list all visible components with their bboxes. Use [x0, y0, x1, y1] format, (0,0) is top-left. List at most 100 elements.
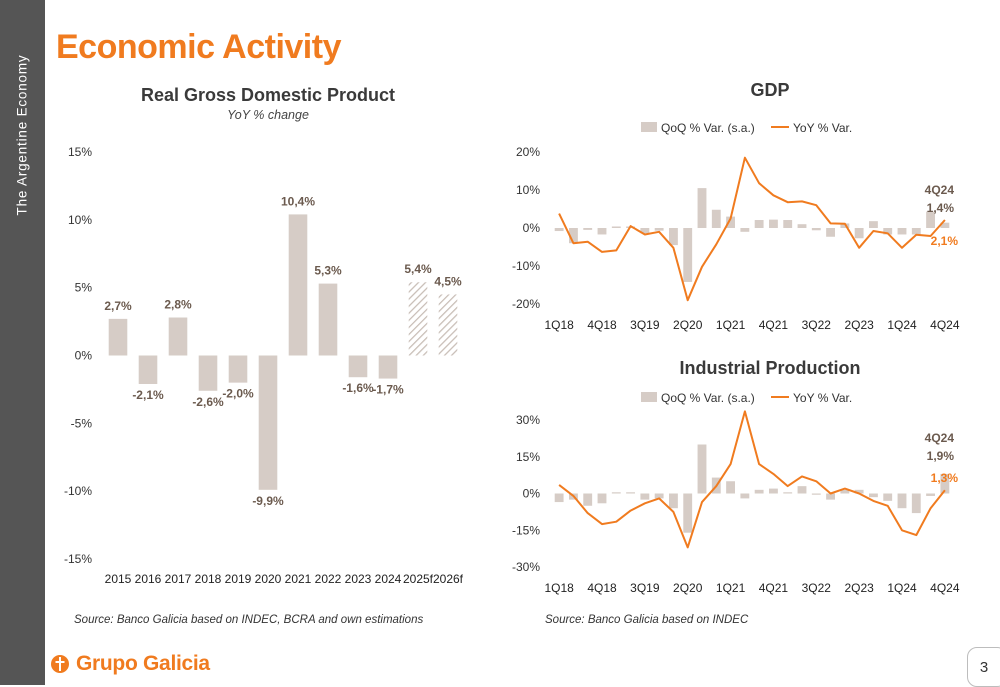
industrial-production-qoq-bar — [583, 493, 593, 506]
gdp-annual-y-tick: -15% — [64, 552, 92, 566]
gdp-annual-value-label: -2,6% — [192, 395, 224, 409]
gdp-annual-value-label: 2,7% — [104, 299, 132, 313]
gdp-annual-value-label: 5,4% — [404, 262, 432, 276]
industrial-production-y-tick: -30% — [512, 560, 540, 574]
page-title: Economic Activity — [56, 28, 341, 66]
gdp-quarterly-qoq-bar — [683, 228, 693, 282]
gdp-quarterly-qoq-bar — [583, 228, 593, 230]
gdp-annual-value-label: 2,8% — [164, 298, 192, 312]
industrial-production-qoq-bar — [883, 493, 893, 501]
industrial-production-x-tick: 2Q23 — [844, 581, 874, 595]
gdp-annual-bar — [288, 214, 308, 356]
industrial-production-legend-swatch-bar — [641, 392, 657, 402]
industrial-production-qoq-bar — [926, 493, 935, 496]
industrial-production-callout-qoq: 1,9% — [927, 449, 955, 463]
gdp-quarterly-legend-label-line: YoY % Var. — [793, 121, 852, 135]
sidebar: The Argentine Economy — [0, 0, 45, 685]
gdp-quarterly-callout-period: 4Q24 — [925, 183, 955, 197]
gdp-quarterly-legend-label-bar: QoQ % Var. (s.a.) — [661, 121, 755, 135]
gdp-quarterly-y-tick: 20% — [516, 145, 540, 159]
industrial-production-qoq-bar — [611, 492, 621, 494]
industrial-production-x-tick: 1Q21 — [716, 581, 746, 595]
gdp-quarterly-qoq-bar — [654, 228, 664, 231]
industrial-production-qoq-bar — [740, 493, 750, 499]
gdp-quarterly-legend-swatch-bar — [641, 122, 657, 132]
gdp-quarterly-x-tick: 1Q24 — [887, 318, 917, 332]
gdp-annual-y-tick: 5% — [75, 281, 93, 295]
gdp-quarterly-qoq-bar — [711, 209, 721, 228]
gdp-quarterly-title: GDP — [750, 80, 790, 100]
industrial-production-x-tick: 1Q24 — [887, 581, 917, 595]
gdp-annual-value-label: -1,6% — [342, 381, 374, 395]
gdp-quarterly-qoq-bar — [726, 216, 735, 228]
logo-text: Grupo Galicia — [76, 652, 210, 675]
gdp-quarterly-x-tick: 2Q20 — [673, 318, 703, 332]
industrial-production-x-tick: 4Q21 — [759, 581, 789, 595]
gdp-quarterly-x-tick: 4Q24 — [930, 318, 960, 332]
industrial-production-qoq-bar — [769, 488, 778, 494]
industrial-production-qoq-bar — [911, 493, 921, 514]
gdp-quarterly-qoq-bar — [940, 222, 950, 228]
gdp-annual-x-tick: 2026f — [433, 572, 464, 586]
gdp-annual-bar — [228, 355, 248, 383]
industrial-production-qoq-bar — [654, 493, 664, 499]
gdp-quarterly-qoq-bar — [769, 219, 778, 228]
industrial-production-qoq-bar — [597, 493, 607, 504]
industrial-production-title: Industrial Production — [679, 358, 861, 378]
gdp-quarterly-qoq-bar — [826, 228, 835, 237]
industrial-production-yoy-line — [558, 410, 946, 549]
gdp-quarterly-callout-qoq: 1,4% — [927, 201, 955, 215]
gdp-quarterly-qoq-bar — [597, 228, 607, 235]
gdp-annual-x-tick: 2021 — [285, 572, 312, 586]
gdp-annual-y-tick: -10% — [64, 484, 92, 498]
gdp-quarterly-qoq-bar — [669, 228, 678, 246]
gdp-annual-x-tick: 2019 — [225, 572, 252, 586]
industrial-production-x-tick: 4Q24 — [930, 581, 960, 595]
gdp-annual-y-tick: 10% — [68, 213, 92, 227]
page-number: 3 — [967, 647, 1000, 687]
gdp-quarterly-x-tick: 2Q23 — [844, 318, 874, 332]
industrial-production-qoq-bar — [826, 493, 835, 500]
galicia-logo-icon — [51, 655, 69, 673]
gdp-annual-x-tick: 2016 — [135, 572, 162, 586]
gdp-annual-x-tick: 2020 — [255, 572, 282, 586]
gdp-annual-value-label: 10,4% — [281, 194, 315, 208]
gdp-annual-value-label: 4,5% — [434, 274, 462, 288]
industrial-production-qoq-bar — [783, 492, 793, 494]
gdp-annual-x-tick: 2015 — [105, 572, 132, 586]
gdp-annual-bar — [198, 355, 218, 391]
industrial-production-qoq-bar — [797, 486, 807, 494]
gdp-annual-x-tick: 2024 — [375, 572, 402, 586]
gdp-annual-value-label: -1,7% — [372, 383, 404, 397]
gdp-quarterly-qoq-bar — [740, 228, 750, 232]
gdp-quarterly-qoq-bar — [640, 228, 650, 234]
industrial-production-callout-period: 4Q24 — [925, 431, 955, 445]
gdp-annual-bar — [408, 282, 428, 356]
gdp-quarterly-x-tick: 4Q21 — [759, 318, 789, 332]
industrial-production-x-tick: 3Q22 — [802, 581, 832, 595]
gdp-quarterly-qoq-bar — [869, 221, 878, 228]
gdp-annual-value-label: 5,3% — [314, 264, 342, 278]
gdp-quarterly-x-tick: 3Q19 — [630, 318, 660, 332]
gdp-annual-source: Source: Banco Galicia based on INDEC, BC… — [74, 614, 424, 626]
gdp-annual-x-tick: 2025f — [403, 572, 434, 586]
gdp-quarterly-y-tick: 0% — [523, 221, 541, 235]
gdp-annual-y-tick: 0% — [75, 349, 93, 363]
industrial-production-qoq-bar — [754, 489, 764, 494]
industrial-production-qoq-bar — [697, 444, 707, 494]
gdp-quarterly-qoq-bar — [911, 228, 921, 235]
industrial-production-qoq-bar — [669, 493, 678, 509]
gdp-annual-bar — [258, 355, 278, 490]
gdp-quarterly-y-tick: -20% — [512, 297, 540, 311]
gdp-quarterly-qoq-bar — [926, 211, 935, 228]
gdp-annual-x-tick: 2022 — [315, 572, 342, 586]
gdp-annual-subtitle: YoY % change — [227, 108, 309, 122]
gdp-annual-y-tick: 15% — [68, 145, 92, 159]
gdp-quarterly-y-tick: 10% — [516, 183, 540, 197]
gdp-annual-bar — [318, 283, 338, 356]
industrial-production-y-tick: 15% — [516, 450, 540, 464]
industrial-production-x-tick: 4Q18 — [587, 581, 617, 595]
gdp-quarterly-qoq-bar — [840, 223, 850, 228]
gdp-quarterly-x-tick: 1Q21 — [716, 318, 746, 332]
